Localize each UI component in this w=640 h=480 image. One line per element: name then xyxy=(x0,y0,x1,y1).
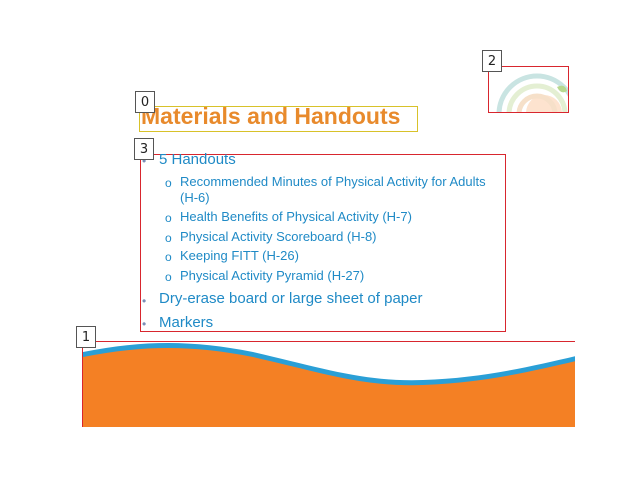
bullet-dot: • xyxy=(142,294,147,308)
sub-list-item-continuation: (H-6) xyxy=(180,190,210,205)
list-item: Markers xyxy=(159,314,214,331)
sub-bullet: o xyxy=(165,270,172,284)
logo-highlight-box[interactable] xyxy=(488,66,569,113)
bullet-dot: • xyxy=(142,317,147,331)
tag-3: 3 xyxy=(134,138,154,160)
sub-list-item: Health Benefits of Physical Activity (H-… xyxy=(180,209,412,224)
title-highlight-box xyxy=(139,106,418,132)
tag-2: 2 xyxy=(482,50,502,72)
list-item: 5 Handouts xyxy=(159,151,236,168)
bullet-dot: • xyxy=(142,154,147,168)
slide-title: Materials and Handouts xyxy=(141,103,401,129)
wave-decoration xyxy=(83,343,575,427)
sub-bullet: o xyxy=(165,231,172,245)
sub-list-item: Physical Activity Scoreboard (H-8) xyxy=(180,229,377,244)
rainbow-logo-icon xyxy=(496,73,568,112)
sub-bullet: o xyxy=(165,250,172,264)
sub-list-item: Physical Activity Pyramid (H-27) xyxy=(180,268,365,283)
sub-bullet: o xyxy=(165,211,172,225)
list-item: Dry-erase board or large sheet of paper xyxy=(159,290,423,307)
tag-1: 1 xyxy=(76,326,96,348)
wave-highlight-box xyxy=(82,341,575,427)
tag-0: 0 xyxy=(135,91,155,113)
sub-list-item: Recommended Minutes of Physical Activity… xyxy=(180,174,486,189)
sub-list-item: Keeping FITT (H-26) xyxy=(180,248,299,263)
content-highlight-box xyxy=(140,154,506,332)
sub-bullet: o xyxy=(165,176,172,190)
